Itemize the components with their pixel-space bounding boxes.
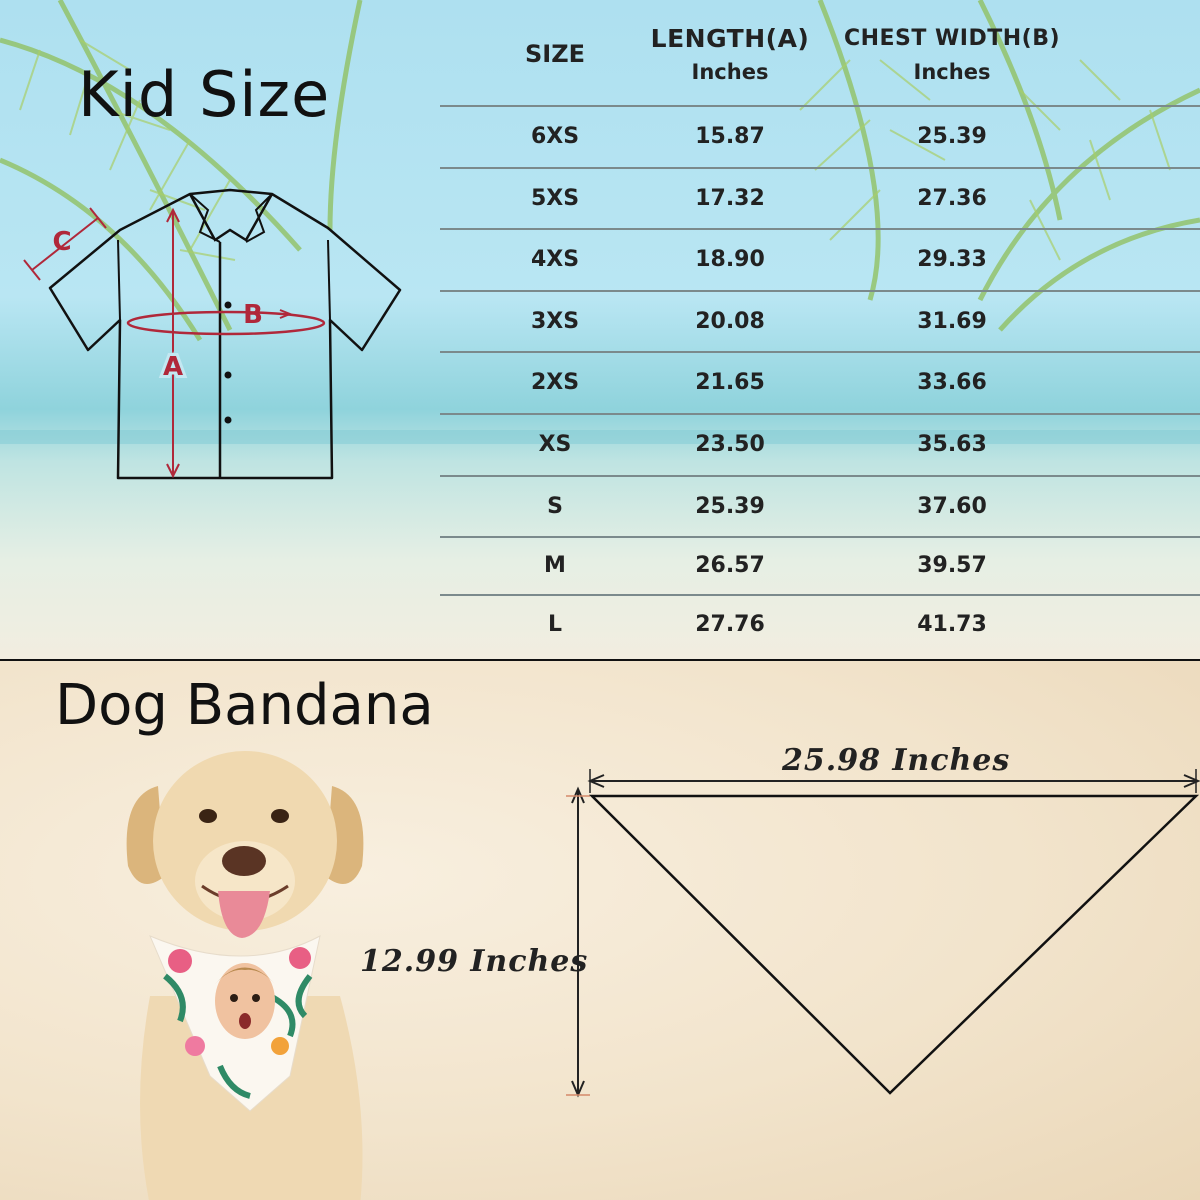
- header-length: LENGTH(A): [650, 24, 810, 53]
- table-row: 3XS 20.08 31.69: [440, 290, 1200, 353]
- size-cell: 5XS: [530, 186, 580, 211]
- bandana-height-label: 12.99 Inches: [360, 944, 589, 979]
- chest-width-cell: 37.60: [917, 494, 987, 519]
- size-cell: S: [547, 494, 563, 519]
- header-size: SIZE: [524, 40, 585, 68]
- length-cell: 15.87: [695, 124, 765, 149]
- diagram-label-c: C: [52, 227, 71, 257]
- table-row: 6XS 15.87 25.39: [440, 105, 1200, 169]
- table-row: 5XS 17.32 27.36: [440, 167, 1200, 230]
- size-cell: 4XS: [530, 247, 580, 272]
- table-row: M 26.57 39.57: [440, 536, 1200, 596]
- bandana-width-label: 25.98 Inches: [782, 743, 1011, 778]
- chest-width-cell: 39.57: [917, 553, 987, 578]
- length-cell: 27.76: [695, 612, 765, 637]
- length-cell: 26.57: [695, 553, 765, 578]
- header-length-unit: Inches: [691, 60, 769, 84]
- section-divider: [0, 659, 1200, 661]
- size-cell: XS: [538, 432, 572, 457]
- table-row: S 25.39 37.60: [440, 475, 1200, 538]
- length-cell: 23.50: [695, 432, 765, 457]
- table-row: XS 23.50 35.63: [440, 413, 1200, 477]
- chest-width-cell: 33.66: [917, 370, 987, 395]
- chest-width-cell: 27.36: [917, 186, 987, 211]
- palm-fronds-decoration: [0, 0, 1200, 444]
- bandana-triangle-icon: [566, 769, 1200, 1098]
- kid-size-title: Kid Size: [78, 58, 331, 131]
- chest-width-cell: 31.69: [917, 309, 987, 334]
- size-cell: M: [544, 553, 566, 578]
- chest-width-cell: 29.33: [917, 247, 987, 272]
- chest-width-cell: 25.39: [917, 124, 987, 149]
- dog-bandana-panel: Dog Bandana: [0, 661, 1200, 1200]
- length-cell: 20.08: [695, 309, 765, 334]
- diagram-label-a: A: [163, 352, 183, 382]
- size-cell: 2XS: [530, 370, 580, 395]
- length-cell: 21.65: [695, 370, 765, 395]
- dog-with-bandana-icon: [126, 751, 364, 1200]
- dog-bandana-title: Dog Bandana: [55, 673, 434, 738]
- size-cell: L: [547, 612, 563, 637]
- header-chest-unit: Inches: [913, 60, 991, 84]
- shirt-outline-icon: C B A: [23, 188, 402, 480]
- table-row: 2XS 21.65 33.66: [440, 351, 1200, 415]
- chest-width-cell: 41.73: [917, 612, 987, 637]
- size-cell: 3XS: [530, 309, 580, 334]
- header-chest-width: CHEST WIDTH(B): [843, 26, 1061, 51]
- table-row: L 27.76 41.73: [440, 594, 1200, 656]
- chest-width-cell: 35.63: [917, 432, 987, 457]
- length-cell: 25.39: [695, 494, 765, 519]
- size-cell: 6XS: [530, 124, 580, 149]
- length-cell: 17.32: [695, 186, 765, 211]
- kid-size-panel: Kid Size C B A SIZE LENGTH(A) Inches CHE…: [0, 0, 1200, 660]
- table-row: 4XS 18.90 29.33: [440, 228, 1200, 292]
- length-cell: 18.90: [695, 247, 765, 272]
- diagram-label-b: B: [243, 300, 263, 330]
